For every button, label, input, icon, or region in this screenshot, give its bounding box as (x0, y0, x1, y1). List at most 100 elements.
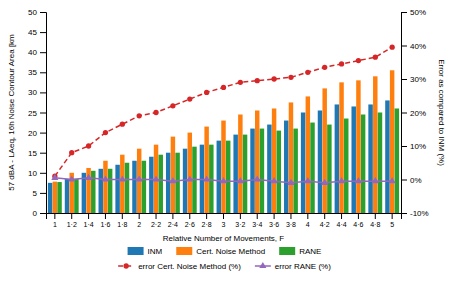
bar (233, 135, 237, 213)
tick: 40% (401, 42, 426, 51)
tick-label: 4·8 (370, 221, 380, 228)
marker (338, 177, 345, 183)
legend-swatch (176, 247, 192, 255)
legend-label: INM (148, 247, 163, 256)
marker (51, 174, 58, 180)
tick-label: 1·2 (67, 221, 77, 228)
tick-mark (40, 213, 46, 214)
tick-label: 15 (28, 149, 37, 158)
legend-item: RANE (279, 247, 321, 256)
tick-mark (223, 213, 224, 219)
bar (318, 110, 322, 213)
tick: 5 (33, 189, 46, 198)
tick: 4·2 (320, 213, 330, 228)
marks (48, 45, 399, 213)
tick: 10% (401, 142, 426, 151)
tick: 1·6 (100, 213, 110, 228)
bar (335, 104, 339, 213)
bar (327, 125, 331, 213)
bar-series (57, 108, 399, 213)
marker (69, 150, 74, 155)
tick-mark (122, 213, 123, 219)
tick-label: -10% (410, 209, 429, 218)
marker (339, 61, 344, 66)
tick: 3·6 (269, 213, 279, 228)
marker (355, 177, 362, 183)
bar (91, 171, 95, 213)
tick-label: 4·4 (336, 221, 346, 228)
tick-label: 3·8 (286, 221, 296, 228)
marker (237, 177, 244, 183)
tick-mark (40, 52, 46, 53)
tick-mark (257, 213, 258, 219)
bar (390, 70, 394, 213)
bar (221, 121, 225, 213)
marker (373, 55, 378, 60)
tick-mark (40, 193, 46, 194)
tick: 4·8 (370, 213, 380, 228)
tick-mark (54, 213, 55, 219)
tick-label: 50% (410, 8, 426, 17)
tick-label: 50 (28, 8, 37, 17)
bar (108, 169, 112, 213)
tick-label: 4 (306, 221, 310, 228)
marker (120, 122, 125, 127)
tick-mark (341, 213, 342, 219)
bar (99, 169, 103, 213)
tick-label: 3·6 (269, 221, 279, 228)
axis-line (402, 13, 408, 214)
marker (288, 75, 293, 80)
tick: 0% (401, 176, 422, 185)
tick-mark (139, 213, 140, 219)
tick-label: 40 (28, 48, 37, 57)
legend-label: error Cert. Noise Method (%) (138, 262, 241, 271)
tick-mark (401, 79, 407, 80)
tick: 2·8 (202, 213, 212, 228)
legend-swatch (128, 247, 144, 255)
bar-series (53, 70, 395, 213)
tick-mark (40, 72, 46, 73)
chart: 11·21·41·61·822·22·42·62·833·23·43·63·84… (0, 0, 449, 291)
tick-label: 10% (410, 142, 426, 151)
tick-label: 45 (28, 28, 37, 37)
bar (306, 96, 310, 213)
marker (304, 177, 311, 183)
tick-label: 4·6 (353, 221, 363, 228)
tick-mark (40, 173, 46, 174)
bar (65, 179, 69, 213)
legend: INMCert. Noise MethodRANEerror Cert. Noi… (118, 247, 331, 271)
tick: 50% (401, 8, 426, 17)
tick-mark (290, 213, 291, 219)
tick-label: 1·4 (84, 221, 94, 228)
tick-mark (189, 213, 190, 219)
tick: 5 (390, 213, 394, 228)
tick-mark (88, 213, 89, 219)
tick-mark (40, 92, 46, 93)
axis-line (47, 214, 402, 220)
bar (293, 129, 297, 213)
legend-swatch (279, 247, 295, 255)
tick: 30 (28, 88, 46, 97)
bar (217, 141, 221, 213)
marker (389, 177, 396, 183)
tick-mark (206, 213, 207, 219)
tick-label: 40% (410, 42, 426, 51)
marker (152, 175, 159, 181)
x-axis: 11·21·41·61·822·22·42·62·833·23·43·63·84… (47, 213, 402, 228)
bar (171, 137, 175, 213)
tick-label: 10 (28, 169, 37, 178)
marker (119, 175, 126, 181)
tick-mark (40, 153, 46, 154)
bar-series (48, 100, 390, 213)
tick: 2·2 (151, 213, 161, 228)
tick: 45 (28, 28, 46, 37)
bar (238, 115, 242, 213)
tick-mark (401, 213, 407, 214)
marker (187, 96, 192, 101)
tick: 20 (28, 129, 46, 138)
tick-label: 5 (33, 189, 38, 198)
bar (188, 133, 192, 213)
marker (321, 179, 328, 185)
bar (356, 80, 360, 213)
legend-marker (259, 262, 266, 268)
